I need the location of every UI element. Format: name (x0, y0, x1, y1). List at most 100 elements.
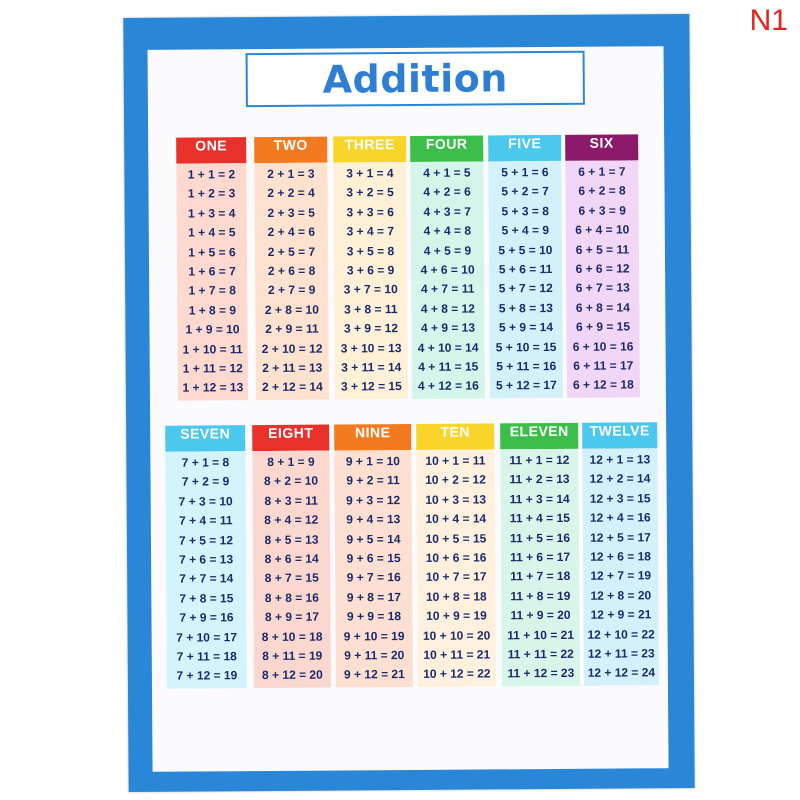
equation: 11 + 11 = 22 (507, 646, 574, 662)
equation: 9 + 2 = 11 (346, 473, 400, 488)
column-header: ONE (176, 137, 247, 164)
equation: 2 + 12 = 14 (261, 379, 323, 395)
column-seven: SEVEN 7 + 1 = 8 7 + 2 = 9 7 + 3 = 10 7 + 4 =… (165, 425, 247, 689)
equation: 12 + 12 = 24 (587, 665, 656, 681)
equation: 7 + 12 = 19 (176, 668, 238, 683)
column-header: ELEVEN (500, 422, 579, 450)
column-body: 1 + 1 = 2 1 + 2 = 3 1 + 3 = 4 1 + 4 = 5 1 + … (176, 163, 248, 401)
equation: 11 + 3 = 14 (509, 491, 570, 507)
equation: 1 + 12 = 13 (182, 380, 244, 395)
column-header: EIGHT (252, 424, 330, 452)
equation: 10 + 1 = 11 (425, 453, 486, 468)
equation: 4 + 11 = 15 (418, 359, 479, 374)
equation: 5 + 9 = 14 (498, 320, 554, 335)
equation: 5 + 11 = 16 (496, 358, 557, 374)
equation: 8 + 11 = 19 (262, 648, 323, 663)
equation: 1 + 3 = 4 (187, 205, 236, 221)
equation: 9 + 12 = 21 (343, 667, 405, 682)
equation: 6 + 9 = 15 (575, 319, 631, 334)
equation: 7 + 6 = 13 (179, 552, 234, 567)
equation: 11 + 9 = 20 (510, 608, 571, 623)
column-nine: NINE 9 + 1 = 10 9 + 2 = 11 9 + 3 = 12 9 + 4 … (334, 423, 413, 688)
column-body: 12 + 1 = 13 12 + 2 = 14 12 + 3 = 15 12 + 4 … (582, 448, 659, 686)
column-body: 3 + 1 = 4 3 + 2 = 5 3 + 3 = 6 3 + 4 = 7 3 + … (333, 162, 408, 400)
equation: 7 + 3 = 10 (178, 494, 233, 509)
equation: 11 + 10 = 21 (507, 627, 575, 642)
equation: 5 + 4 = 9 (501, 223, 550, 238)
equation: 8 + 12 = 20 (261, 667, 323, 683)
equation: 12 + 7 = 19 (590, 568, 652, 584)
equation: 4 + 9 = 13 (420, 320, 476, 336)
equation: 10 + 7 = 17 (425, 569, 487, 585)
equation: 6 + 4 = 10 (575, 222, 630, 238)
equation: 3 + 5 = 8 (346, 243, 395, 258)
equation: 3 + 10 = 13 (340, 340, 402, 355)
equation: 10 + 2 = 12 (425, 472, 486, 488)
equation: 11 + 7 = 18 (510, 569, 571, 584)
equation: 11 + 12 = 23 (507, 666, 575, 681)
equation: 1 + 5 = 6 (188, 244, 236, 260)
equation: 4 + 3 = 7 (423, 204, 471, 219)
equation: 12 + 1 = 13 (589, 452, 651, 467)
equation: 12 + 11 = 23 (587, 646, 655, 661)
equation: 8 + 8 = 16 (264, 590, 319, 605)
equation: 7 + 8 = 15 (179, 590, 234, 606)
equation: 7 + 4 = 11 (179, 513, 233, 528)
equation: 10 + 3 = 13 (425, 492, 487, 507)
equation: 8 + 4 = 12 (264, 512, 319, 528)
equation: 8 + 9 = 17 (264, 609, 320, 625)
equation: 4 + 8 = 12 (420, 301, 475, 316)
equation: 6 + 6 = 12 (575, 261, 630, 276)
equation: 6 + 8 = 14 (575, 300, 630, 315)
equation: 11 + 1 = 12 (509, 452, 570, 468)
equation: 3 + 3 = 6 (346, 204, 394, 220)
equation: 4 + 5 = 9 (423, 243, 472, 258)
column-eleven: ELEVEN 11 + 1 = 12 11 + 2 = 13 11 + 3 = 14 1… (500, 422, 580, 687)
equation: 1 + 1 = 2 (187, 167, 236, 182)
equation: 3 + 11 = 14 (341, 359, 402, 375)
equation: 4 + 1 = 5 (423, 165, 471, 180)
equation: 2 + 5 = 7 (267, 244, 316, 259)
column-eight: EIGHT 8 + 1 = 9 8 + 2 = 10 8 + 3 = 11 8 + 4 … (252, 424, 331, 688)
equation: 6 + 1 = 7 (578, 164, 626, 179)
equation: 8 + 2 = 10 (263, 474, 319, 489)
column-header: SIX (565, 134, 639, 161)
equation: 2 + 10 = 12 (261, 341, 323, 356)
column-body: 5 + 1 = 6 5 + 2 = 7 5 + 3 = 8 5 + 4 = 9 5 + … (488, 160, 563, 399)
equation: 8 + 1 = 9 (267, 454, 315, 469)
column-five: FIVE 5 + 1 = 6 5 + 2 = 7 5 + 3 = 8 5 + 4 = 9… (488, 134, 563, 399)
equation: 11 + 4 = 15 (509, 511, 570, 526)
equation: 10 + 6 = 16 (425, 550, 487, 565)
equation: 4 + 2 = 6 (423, 184, 471, 200)
equation: 7 + 1 = 8 (181, 455, 230, 470)
equation: 8 + 7 = 15 (264, 570, 319, 586)
column-ten: TEN 10 + 1 = 11 10 + 2 = 12 10 + 3 = 13 10 +… (416, 423, 496, 687)
equation: 12 + 3 = 15 (589, 491, 651, 506)
equation: 5 + 6 = 11 (498, 261, 553, 277)
equation: 3 + 12 = 15 (340, 379, 402, 394)
column-body: 2 + 1 = 3 2 + 2 = 4 2 + 3 = 5 2 + 4 = 6 2 + … (254, 162, 329, 400)
equation: 11 + 6 = 17 (509, 549, 571, 565)
equation: 7 + 10 = 17 (176, 629, 238, 645)
equation: 9 + 5 = 14 (346, 531, 401, 547)
equation: 10 + 12 = 22 (423, 666, 491, 682)
equation: 3 + 2 = 5 (346, 185, 394, 200)
equation: 1 + 8 = 9 (188, 302, 237, 318)
equation: 1 + 7 = 8 (188, 283, 236, 298)
corner-label: N1 (749, 4, 788, 37)
equation: 5 + 10 = 15 (495, 339, 557, 354)
column-header: NINE (334, 423, 412, 451)
equation: 10 + 8 = 18 (425, 589, 487, 604)
equation: 1 + 11 = 12 (182, 361, 243, 376)
column-body: 6 + 1 = 7 6 + 2 = 8 6 + 3 = 9 6 + 4 = 10 6 +… (565, 160, 640, 398)
equation: 2 + 1 = 3 (267, 166, 315, 181)
equation: 9 + 10 = 19 (343, 628, 405, 643)
equation: 5 + 12 = 17 (495, 378, 557, 393)
equation: 9 + 7 = 16 (346, 570, 401, 585)
equation: 6 + 5 = 11 (575, 242, 630, 257)
equation: 5 + 3 = 8 (501, 203, 549, 219)
equation: 12 + 10 = 22 (587, 626, 655, 642)
equation: 2 + 6 = 8 (267, 263, 316, 278)
